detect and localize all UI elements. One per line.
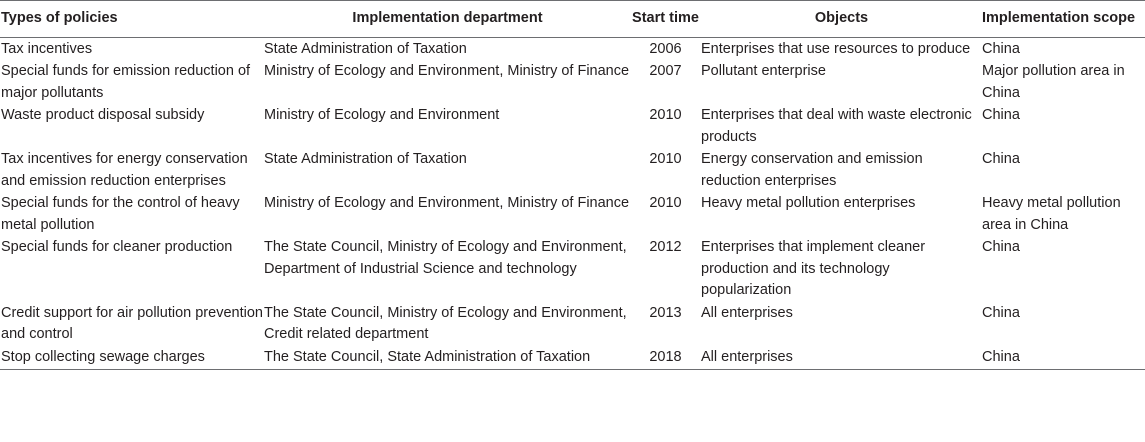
- cell-department: The State Council, Ministry of Ecology a…: [264, 239, 627, 277]
- cell-scope: Major pollution area in China: [982, 63, 1125, 101]
- header-start-time: Start time: [631, 0, 700, 38]
- cell-department: Ministry of Ecology and Environment, Min…: [264, 63, 630, 79]
- table-header: Types of policies Implementation departm…: [0, 0, 1145, 38]
- header-implementation-department: Implementation department: [264, 0, 631, 38]
- cell-start-time: 2018: [631, 345, 700, 370]
- cell-start-time: 2010: [649, 107, 682, 123]
- cell-department: Ministry of Ecology and Environment: [264, 107, 500, 123]
- cell-scope: China: [982, 345, 1145, 370]
- cell-scope: China: [982, 151, 1020, 167]
- cell-department: State Administration of Taxation: [264, 40, 467, 57]
- cell-objects: Heavy metal pollution enterprises: [701, 195, 916, 211]
- cell-scope: China: [982, 40, 1020, 57]
- cell-start-time: 2006: [649, 40, 682, 57]
- cell-policy-type: Tax incentives for energy conservation a…: [1, 151, 248, 189]
- cell-scope: China: [982, 107, 1020, 123]
- table-row: Credit support for air pollution prevent…: [0, 302, 1145, 346]
- cell-scope: Heavy metal pollution area in China: [982, 195, 1121, 233]
- header-objects: Objects: [700, 0, 982, 38]
- header-implementation-scope: Implementation scope: [982, 0, 1145, 38]
- header-row: Types of policies Implementation departm…: [0, 0, 1145, 38]
- cell-objects: Enterprises that implement cleaner produ…: [701, 239, 926, 298]
- cell-policy-type: Waste product disposal subsidy: [1, 107, 205, 123]
- cell-start-time: 2010: [649, 195, 682, 211]
- cell-objects: All enterprises: [700, 345, 982, 370]
- cell-department: The State Council, Ministry of Ecology a…: [264, 304, 627, 343]
- cell-policy-type: Tax incentives: [1, 40, 93, 57]
- cell-department: The State Council, State Administration …: [264, 345, 631, 370]
- cell-department: State Administration of Taxation: [264, 151, 467, 167]
- header-types-of-policies: Types of policies: [0, 0, 264, 38]
- table-row: Special funds for the control of heavy m…: [0, 192, 1145, 236]
- cell-start-time: 2013: [649, 304, 682, 321]
- table-row: Tax incentives for energy conservation a…: [0, 148, 1145, 192]
- cell-start-time: 2012: [649, 239, 682, 255]
- cell-objects: All enterprises: [701, 304, 793, 321]
- cell-scope: China: [982, 304, 1020, 321]
- table-row: Special funds for cleaner production The…: [0, 236, 1145, 302]
- cell-start-time: 2007: [649, 63, 682, 79]
- table-row: Waste product disposal subsidy Ministry …: [0, 104, 1145, 148]
- cell-policy-type: Credit support for air pollution prevent…: [1, 304, 263, 343]
- cell-scope: China: [982, 239, 1020, 255]
- cell-objects: Enterprises that deal with waste electro…: [701, 107, 972, 145]
- table-row: Tax incentives State Administration of T…: [0, 37, 1145, 60]
- cell-department: Ministry of Ecology and Environment, Min…: [264, 195, 630, 211]
- table-row: Stop collecting sewage charges The State…: [0, 345, 1145, 370]
- cell-policy-type: Stop collecting sewage charges: [0, 345, 264, 370]
- cell-start-time: 2010: [649, 151, 682, 167]
- policy-table: Types of policies Implementation departm…: [0, 0, 1145, 370]
- cell-objects: Energy conservation and emission reducti…: [701, 151, 923, 189]
- cell-objects: Enterprises that use resources to produc…: [701, 40, 971, 57]
- cell-objects: Pollutant enterprise: [701, 63, 826, 79]
- table-row: Special funds for emission reduction of …: [0, 60, 1145, 104]
- cell-policy-type: Special funds for cleaner production: [1, 239, 233, 255]
- table-body: Tax incentives State Administration of T…: [0, 37, 1145, 370]
- cell-policy-type: Special funds for the control of heavy m…: [1, 195, 240, 233]
- cell-policy-type: Special funds for emission reduction of …: [1, 63, 251, 101]
